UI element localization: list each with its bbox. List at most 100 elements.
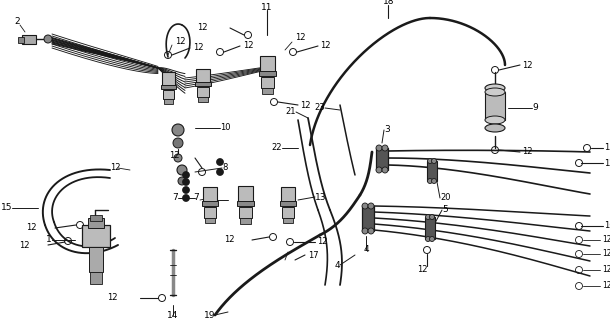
Bar bbox=[362, 206, 374, 231]
Text: 12: 12 bbox=[602, 282, 610, 291]
Text: 20: 20 bbox=[440, 194, 451, 203]
Bar bbox=[376, 148, 388, 170]
Text: 12: 12 bbox=[198, 22, 208, 31]
Circle shape bbox=[376, 167, 382, 173]
Text: 12: 12 bbox=[417, 266, 427, 275]
Text: 12: 12 bbox=[602, 266, 610, 275]
Text: 18: 18 bbox=[383, 0, 395, 6]
Text: 22: 22 bbox=[271, 143, 282, 153]
Text: 12: 12 bbox=[604, 158, 610, 167]
Text: 12: 12 bbox=[320, 42, 331, 51]
Text: 14: 14 bbox=[167, 310, 179, 319]
Bar bbox=[259, 56, 274, 73]
Bar bbox=[89, 247, 103, 272]
Bar bbox=[204, 207, 216, 218]
Bar bbox=[198, 97, 208, 101]
Circle shape bbox=[182, 187, 190, 194]
Ellipse shape bbox=[485, 124, 505, 132]
Bar bbox=[203, 187, 217, 203]
Circle shape bbox=[182, 172, 190, 179]
Bar bbox=[22, 35, 36, 44]
Circle shape bbox=[426, 214, 431, 220]
Circle shape bbox=[429, 236, 434, 242]
Bar bbox=[281, 187, 295, 203]
Text: 12: 12 bbox=[300, 100, 310, 109]
Text: 12: 12 bbox=[295, 34, 306, 43]
Text: 12: 12 bbox=[522, 60, 533, 69]
Bar bbox=[197, 87, 209, 97]
Circle shape bbox=[182, 179, 190, 186]
Text: 3: 3 bbox=[384, 125, 390, 134]
Circle shape bbox=[429, 214, 434, 220]
Text: 12: 12 bbox=[26, 223, 37, 233]
Text: 13: 13 bbox=[604, 143, 610, 153]
Bar bbox=[160, 85, 176, 89]
Bar bbox=[282, 207, 294, 218]
Bar bbox=[425, 217, 435, 239]
Text: 13: 13 bbox=[315, 193, 326, 202]
Text: 5: 5 bbox=[442, 205, 448, 214]
Bar bbox=[18, 37, 24, 43]
Text: 12: 12 bbox=[522, 148, 533, 156]
Text: 12: 12 bbox=[243, 42, 254, 51]
Bar bbox=[202, 201, 218, 206]
Text: 4: 4 bbox=[363, 245, 369, 254]
Bar bbox=[283, 218, 293, 223]
Text: 8: 8 bbox=[222, 164, 228, 172]
Bar bbox=[485, 92, 505, 120]
Text: 12: 12 bbox=[317, 237, 328, 246]
Circle shape bbox=[368, 228, 374, 234]
Bar bbox=[163, 99, 173, 104]
Text: 12: 12 bbox=[110, 164, 121, 172]
Text: 15: 15 bbox=[1, 204, 12, 212]
Bar bbox=[240, 218, 251, 224]
Text: 23: 23 bbox=[314, 103, 325, 113]
Text: 12: 12 bbox=[193, 44, 204, 52]
Ellipse shape bbox=[485, 84, 505, 92]
Text: 10: 10 bbox=[220, 124, 231, 132]
Bar bbox=[162, 72, 174, 86]
Bar bbox=[195, 82, 211, 86]
Circle shape bbox=[431, 179, 437, 183]
Circle shape bbox=[428, 158, 432, 164]
Circle shape bbox=[431, 158, 437, 164]
Circle shape bbox=[178, 177, 186, 185]
Bar bbox=[162, 90, 173, 99]
Text: 4: 4 bbox=[334, 260, 340, 269]
Circle shape bbox=[426, 236, 431, 242]
Ellipse shape bbox=[485, 88, 505, 96]
Circle shape bbox=[177, 165, 187, 175]
Bar bbox=[90, 272, 102, 284]
Text: 12: 12 bbox=[170, 150, 180, 159]
Bar bbox=[196, 68, 210, 83]
Bar bbox=[262, 88, 273, 94]
Circle shape bbox=[382, 145, 388, 151]
Bar bbox=[260, 77, 273, 88]
Text: 1: 1 bbox=[46, 236, 52, 244]
Circle shape bbox=[382, 167, 388, 173]
Circle shape bbox=[174, 154, 182, 162]
Bar bbox=[205, 218, 215, 223]
Circle shape bbox=[428, 179, 432, 183]
Bar bbox=[237, 186, 253, 203]
Text: 7: 7 bbox=[193, 193, 199, 202]
Bar bbox=[427, 161, 437, 181]
Bar bbox=[280, 201, 296, 206]
Circle shape bbox=[44, 35, 52, 43]
Text: 19: 19 bbox=[204, 310, 215, 319]
Text: 2: 2 bbox=[14, 18, 20, 27]
Text: 12: 12 bbox=[602, 236, 610, 244]
Bar bbox=[237, 201, 254, 206]
Circle shape bbox=[362, 228, 368, 234]
Ellipse shape bbox=[485, 116, 505, 124]
Bar bbox=[239, 207, 251, 218]
Bar bbox=[259, 71, 276, 76]
Text: 16: 16 bbox=[604, 221, 610, 230]
Text: 6: 6 bbox=[206, 196, 212, 204]
Text: 7: 7 bbox=[172, 194, 178, 203]
Text: 12: 12 bbox=[20, 241, 30, 250]
Text: 12: 12 bbox=[107, 293, 118, 302]
Text: 12: 12 bbox=[175, 37, 185, 46]
Text: 17: 17 bbox=[308, 251, 318, 260]
Circle shape bbox=[368, 203, 374, 209]
